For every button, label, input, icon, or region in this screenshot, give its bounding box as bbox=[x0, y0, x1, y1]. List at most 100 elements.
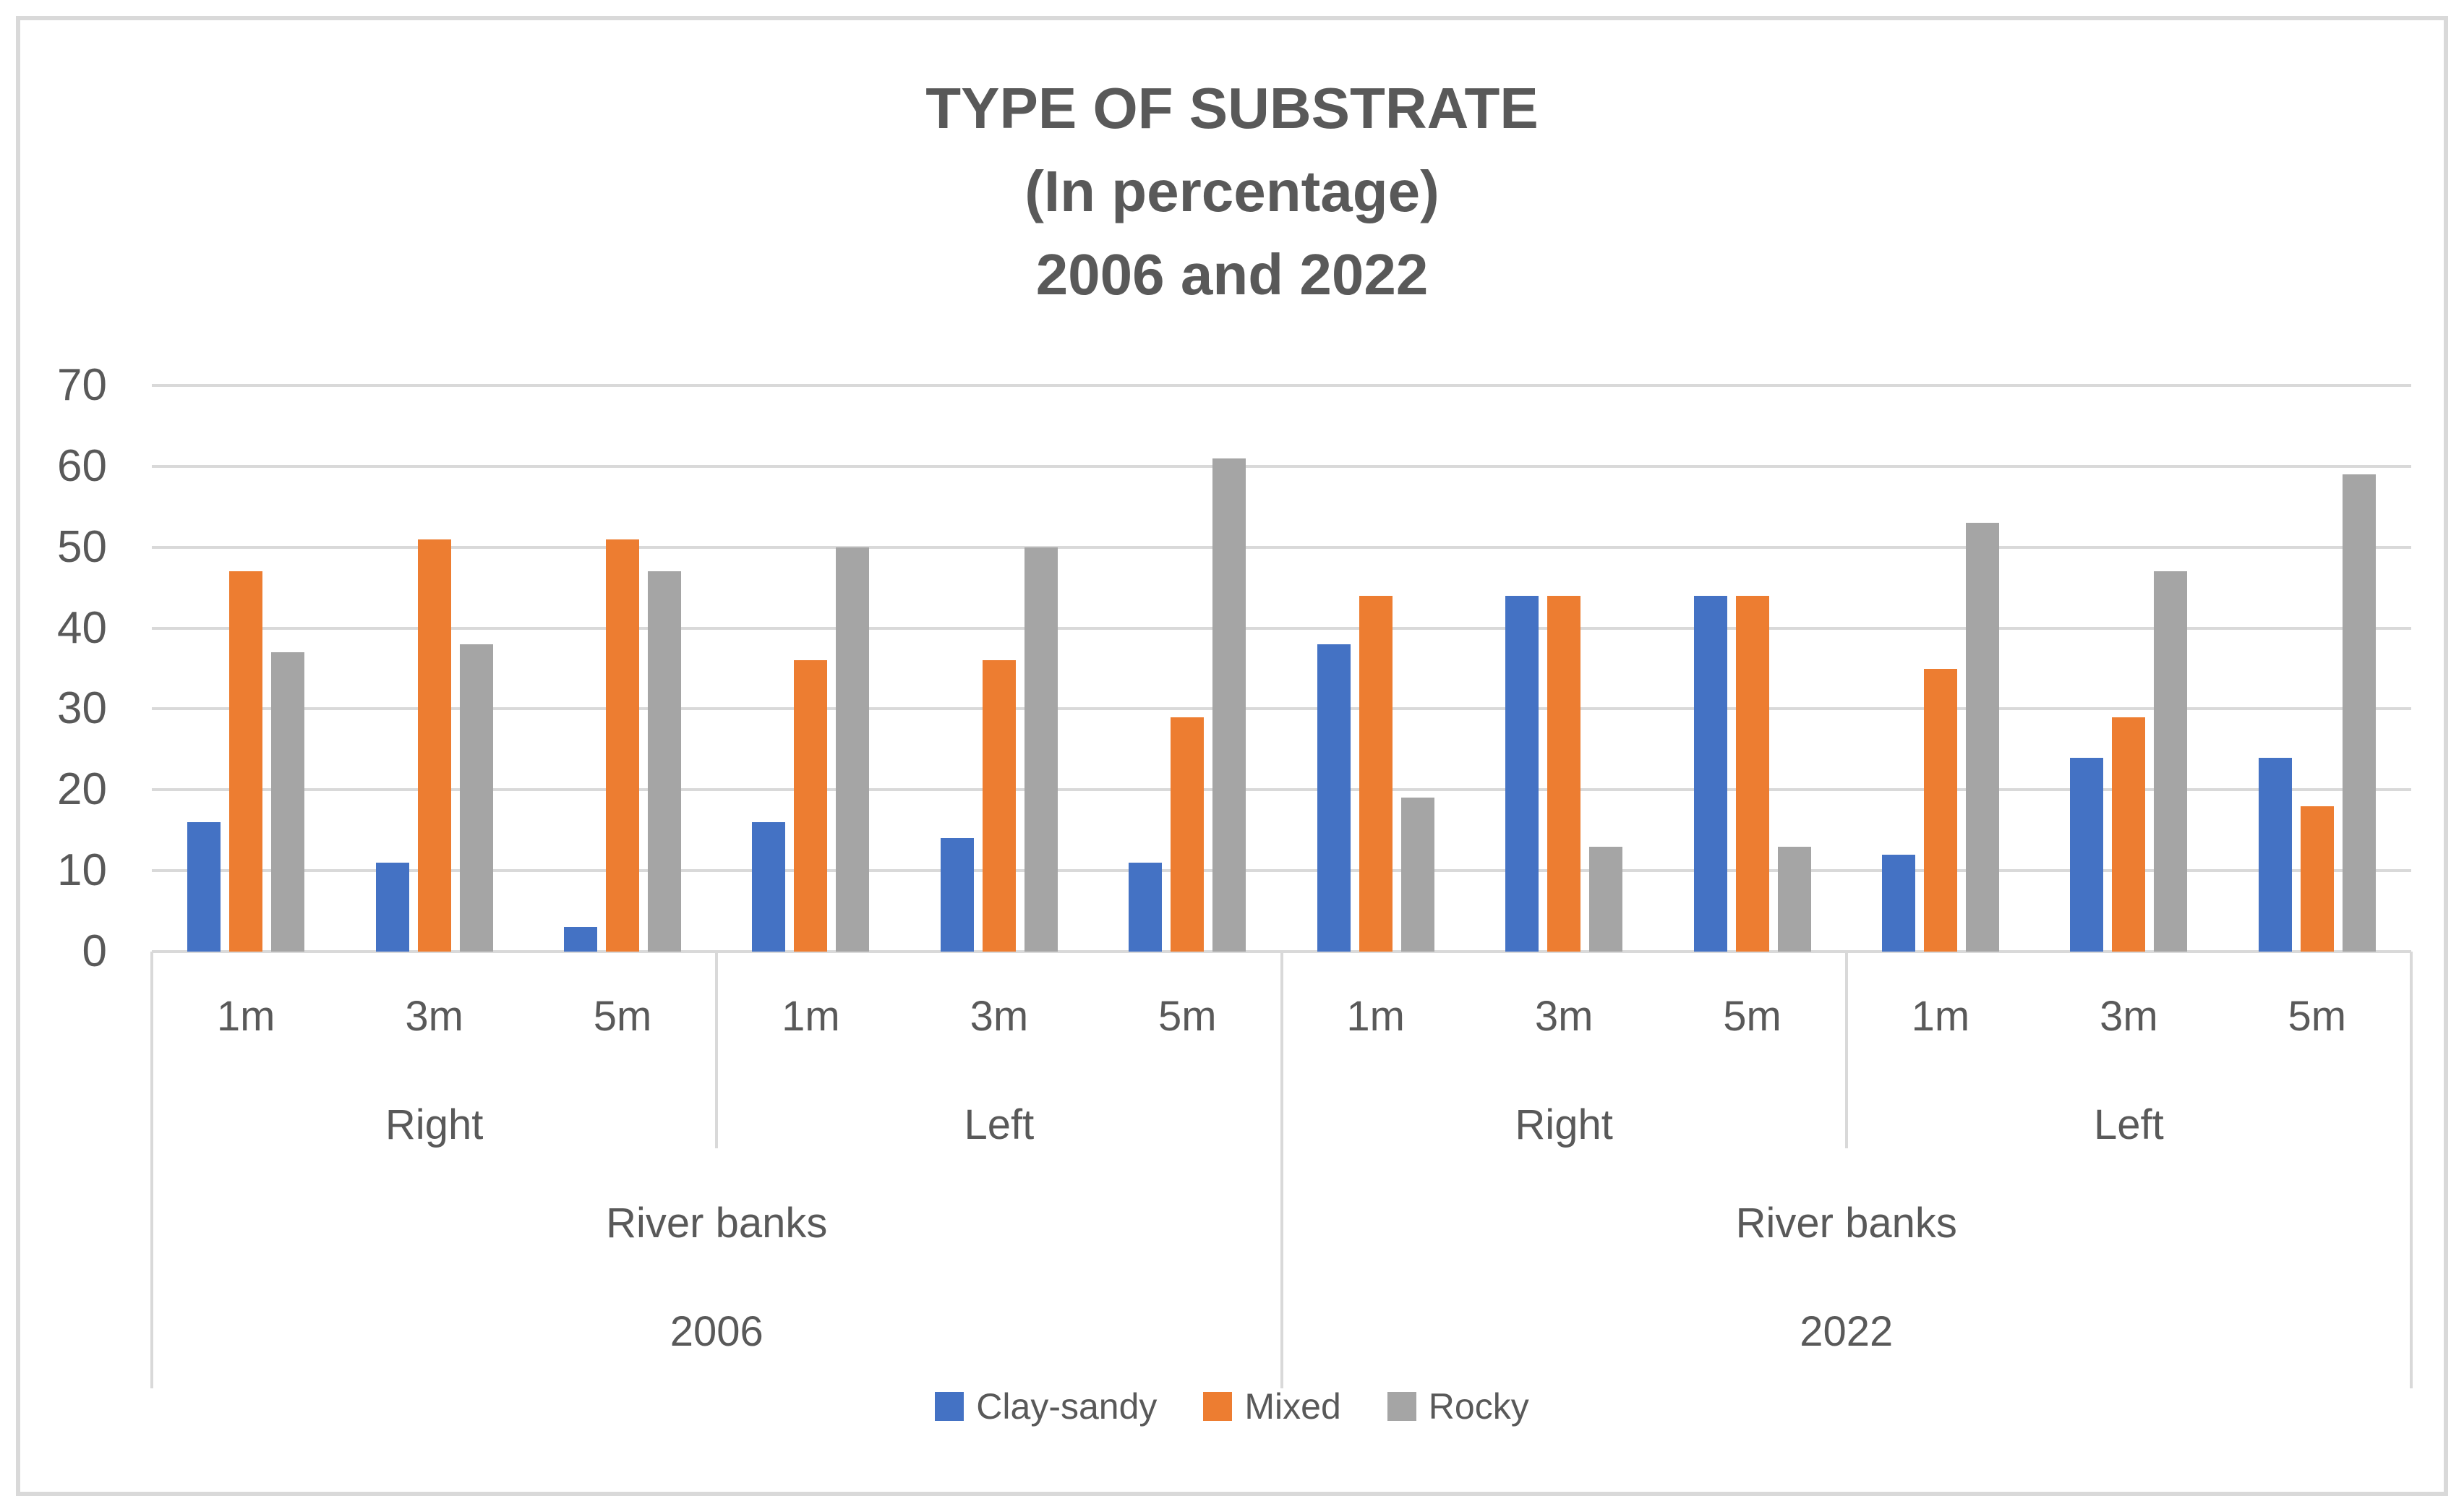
river-banks-label-1: River banks bbox=[1735, 1200, 1957, 1247]
bar-mixed-group-5 bbox=[1171, 717, 1205, 952]
axis-separator-long-2 bbox=[2410, 952, 2413, 1388]
gridline-20 bbox=[152, 788, 2411, 792]
bar-rocky-group-11 bbox=[2342, 474, 2376, 952]
depth-label-10: 3m bbox=[2100, 993, 2158, 1040]
bar-rocky-group-5 bbox=[1212, 458, 1246, 952]
bar-mixed-group-1 bbox=[417, 539, 451, 952]
bar-clay-sandy-group-6 bbox=[1317, 644, 1351, 952]
gridline-40 bbox=[152, 626, 2411, 630]
chart-title-line-1: TYPE OF SUBSTRATE bbox=[925, 76, 1539, 140]
axis-separator-long-1 bbox=[1280, 952, 1283, 1388]
depth-label-7: 3m bbox=[1534, 993, 1594, 1040]
chart-title: TYPE OF SUBSTRATE (In percentage) 2006 a… bbox=[0, 67, 2464, 316]
legend-label: Mixed bbox=[1244, 1386, 1341, 1427]
bar-mixed-group-11 bbox=[2300, 806, 2334, 952]
bar-group-0 bbox=[152, 571, 340, 952]
bar-clay-sandy-group-5 bbox=[1129, 862, 1163, 952]
bar-clay-sandy-group-1 bbox=[375, 862, 409, 952]
bar-rocky-group-9 bbox=[1965, 523, 1999, 952]
bar-group-4 bbox=[905, 547, 1093, 952]
depth-label-4: 3m bbox=[970, 993, 1029, 1040]
axis-separator-short-1 bbox=[1844, 952, 1848, 1148]
bar-mixed-group-4 bbox=[982, 660, 1016, 952]
bar-group-5 bbox=[1093, 458, 1281, 952]
legend-swatch-icon bbox=[1387, 1392, 1416, 1421]
y-axis-tick-label: 30 bbox=[57, 683, 107, 734]
bar-group-3 bbox=[716, 547, 904, 952]
gridline-50 bbox=[152, 545, 2411, 549]
depth-label-5: 5m bbox=[1158, 993, 1217, 1040]
bar-clay-sandy-group-8 bbox=[1693, 595, 1727, 952]
bar-mixed-group-9 bbox=[1923, 668, 1957, 952]
bar-clay-sandy-group-3 bbox=[752, 822, 786, 952]
bar-rocky-group-1 bbox=[459, 644, 493, 952]
river-banks-label-0: River banks bbox=[606, 1200, 828, 1247]
chart-title-line-2: (In percentage) bbox=[1024, 159, 1440, 223]
y-axis-tick-label: 50 bbox=[57, 521, 107, 572]
bar-rocky-group-2 bbox=[648, 571, 682, 952]
year-label-1: 2022 bbox=[1800, 1308, 1894, 1355]
bank-label-2: Right bbox=[1515, 1101, 1613, 1148]
gridline-60 bbox=[152, 464, 2411, 468]
depth-label-0: 1m bbox=[216, 993, 275, 1040]
depth-label-8: 5m bbox=[1723, 993, 1781, 1040]
bar-mixed-group-7 bbox=[1547, 595, 1581, 952]
y-axis-tick-label: 20 bbox=[57, 764, 107, 815]
chart-title-line-3: 2006 and 2022 bbox=[1035, 242, 1429, 307]
bar-group-11 bbox=[2223, 474, 2411, 952]
bar-mixed-group-6 bbox=[1359, 595, 1393, 952]
legend-item-rocky: Rocky bbox=[1387, 1385, 1529, 1427]
depth-label-3: 1m bbox=[782, 993, 840, 1040]
bar-mixed-group-2 bbox=[606, 539, 640, 952]
depth-label-6: 1m bbox=[1346, 993, 1405, 1040]
bar-mixed-group-8 bbox=[1735, 595, 1769, 952]
bar-clay-sandy-group-4 bbox=[940, 838, 974, 952]
gridline-30 bbox=[152, 707, 2411, 711]
gridline-70 bbox=[152, 384, 2411, 387]
bar-rocky-group-4 bbox=[1024, 547, 1058, 952]
bar-clay-sandy-group-7 bbox=[1505, 595, 1539, 952]
bar-clay-sandy-group-11 bbox=[2258, 757, 2292, 952]
depth-label-2: 5m bbox=[593, 993, 652, 1040]
bar-rocky-group-10 bbox=[2154, 571, 2188, 952]
bar-clay-sandy-group-0 bbox=[187, 822, 221, 952]
depth-label-9: 1m bbox=[1911, 993, 1970, 1040]
y-axis-tick-label: 70 bbox=[57, 360, 107, 410]
legend-swatch-icon bbox=[1203, 1392, 1233, 1421]
bar-clay-sandy-group-10 bbox=[2070, 757, 2104, 952]
depth-label-1: 3m bbox=[405, 993, 463, 1040]
legend: Clay-sandy Mixed Rocky bbox=[0, 1380, 2464, 1433]
bar-mixed-group-10 bbox=[2112, 717, 2146, 952]
bar-mixed-group-3 bbox=[794, 660, 828, 952]
bar-rocky-group-6 bbox=[1400, 798, 1434, 952]
legend-label: Clay-sandy bbox=[976, 1386, 1158, 1427]
bar-clay-sandy-group-2 bbox=[564, 927, 598, 952]
bar-clay-sandy-group-9 bbox=[1881, 854, 1915, 952]
bar-group-2 bbox=[529, 539, 716, 952]
bar-group-9 bbox=[1847, 523, 2035, 952]
y-axis-tick-label: 0 bbox=[82, 926, 107, 976]
legend-swatch-icon bbox=[935, 1392, 964, 1421]
axis-separator-long-0 bbox=[150, 952, 153, 1388]
bar-mixed-group-0 bbox=[229, 571, 263, 952]
bar-rocky-group-3 bbox=[836, 547, 870, 952]
legend-item-mixed: Mixed bbox=[1203, 1385, 1341, 1427]
bar-rocky-group-8 bbox=[1777, 846, 1811, 952]
depth-label-11: 5m bbox=[2288, 993, 2347, 1040]
y-axis-tick-label: 10 bbox=[57, 845, 107, 896]
bar-group-1 bbox=[340, 539, 528, 952]
bar-group-6 bbox=[1282, 595, 1470, 952]
bar-group-7 bbox=[1470, 595, 1658, 952]
y-axis-tick-label: 40 bbox=[57, 602, 107, 653]
bank-label-0: Right bbox=[385, 1101, 484, 1148]
bank-label-1: Left bbox=[964, 1101, 1035, 1148]
y-axis-tick-label: 60 bbox=[57, 440, 107, 491]
bar-rocky-group-7 bbox=[1589, 846, 1623, 952]
bar-group-8 bbox=[1658, 595, 1846, 952]
bar-group-10 bbox=[2035, 571, 2223, 952]
legend-item-clay-sandy: Clay-sandy bbox=[935, 1385, 1157, 1427]
year-label-0: 2006 bbox=[670, 1308, 763, 1355]
legend-label: Rocky bbox=[1428, 1386, 1529, 1427]
gridline-10 bbox=[152, 869, 2411, 873]
